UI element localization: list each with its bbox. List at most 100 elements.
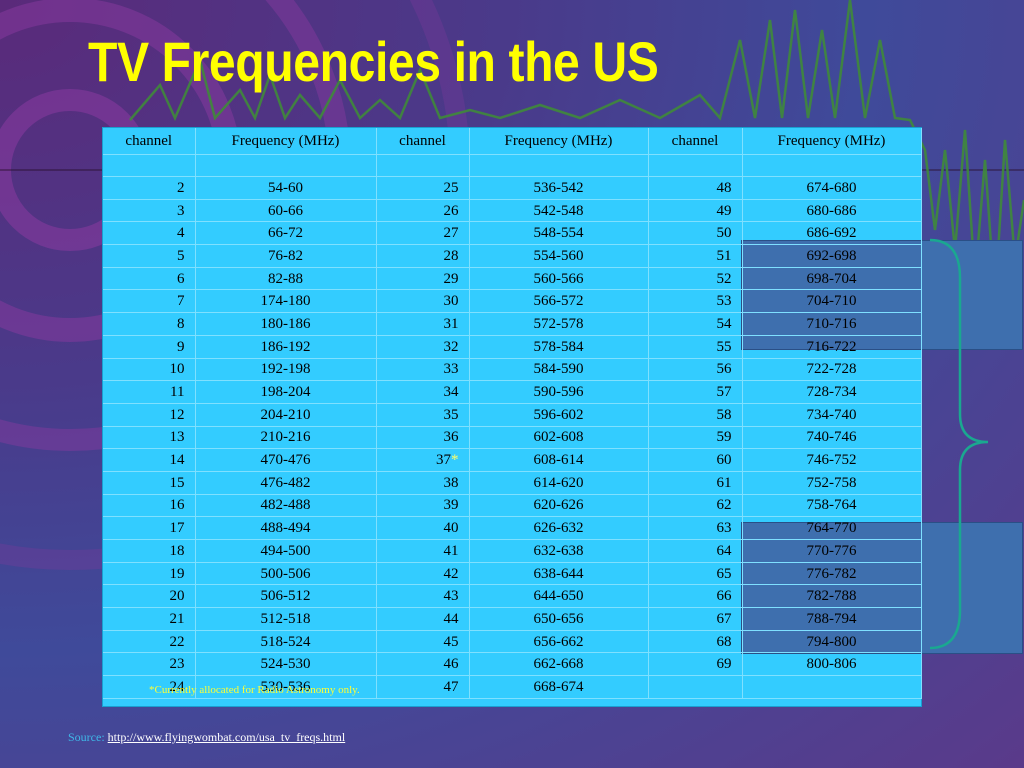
table-row: 5 76-82 28 554-560 51 692-698 xyxy=(103,244,922,268)
frequency-cell: 530-536 xyxy=(195,675,377,699)
frequency-cell: 60-66 xyxy=(195,199,377,223)
table-row: 11 198-204 34 590-596 57 728-734 xyxy=(103,380,922,404)
frequency-cell: 656-662 xyxy=(469,630,649,654)
frequency-cell: 716-722 xyxy=(742,335,922,359)
table-row: 20 506-512 43 644-650 66 782-788 xyxy=(103,584,922,609)
table-row: 12 204-210 35 596-602 58 734-740 xyxy=(103,403,922,427)
frequency-cell: 548-554 xyxy=(469,221,649,246)
frequency-cell: 674-680 xyxy=(742,176,922,200)
channel-cell: 39 xyxy=(376,494,470,518)
channel-cell: 57 xyxy=(648,380,743,404)
channel-cell: 15 xyxy=(103,471,196,495)
frequency-cell: 204-210 xyxy=(195,403,377,427)
channel-cell: 42 xyxy=(376,562,470,586)
frequency-cell: 590-596 xyxy=(469,380,649,404)
channel-cell: 36 xyxy=(376,426,470,450)
channel-cell: 67 xyxy=(648,607,743,631)
frequency-cell: 602-608 xyxy=(469,426,649,450)
channel-cell: 31 xyxy=(376,312,470,336)
channel-cell: 12 xyxy=(103,403,196,427)
frequency-cell: 620-626 xyxy=(469,494,649,518)
table-spacer-row xyxy=(103,154,922,177)
source-citation: Source: http://www.flyingwombat.com/usa_… xyxy=(68,730,345,745)
frequency-cell: 722-728 xyxy=(742,358,922,382)
frequency-cell: 542-548 xyxy=(469,199,649,223)
channel-cell: 24 xyxy=(103,675,196,699)
column-header: Frequency (MHz) xyxy=(195,128,377,155)
table-row: 9 186-192 32 578-584 55 716-722 xyxy=(103,335,922,359)
channel-cell: 51 xyxy=(648,244,743,268)
frequency-cell: 692-698 xyxy=(742,244,922,268)
frequency-cell: 632-638 xyxy=(469,539,649,563)
frequency-cell: 680-686 xyxy=(742,199,922,223)
table-row: 7 174-180 30 566-572 53 704-710 xyxy=(103,289,922,314)
channel-cell: 52 xyxy=(648,267,743,291)
frequency-cell: 728-734 xyxy=(742,380,922,404)
channel-cell: 20 xyxy=(103,584,196,609)
column-header: Frequency (MHz) xyxy=(469,128,649,155)
channel-cell: 63 xyxy=(648,516,743,540)
channel-cell: 30 xyxy=(376,289,470,314)
channel-cell: 21 xyxy=(103,607,196,631)
frequency-cell: 82-88 xyxy=(195,267,377,291)
frequency-cell: 758-764 xyxy=(742,494,922,518)
frequency-cell: 560-566 xyxy=(469,267,649,291)
table-row: 6 82-88 29 560-566 52 698-704 xyxy=(103,267,922,291)
frequency-cell: 186-192 xyxy=(195,335,377,359)
frequency-cell: 638-644 xyxy=(469,562,649,586)
channel-cell: 5 xyxy=(103,244,196,268)
frequency-cell: 764-770 xyxy=(742,516,922,540)
channel-cell: 58 xyxy=(648,403,743,427)
channel-cell: 38 xyxy=(376,471,470,495)
channel-cell: 7 xyxy=(103,289,196,314)
frequency-cell: 584-590 xyxy=(469,358,649,382)
channel-cell: 32 xyxy=(376,335,470,359)
table-row: 23 524-530 46 662-668 69 800-806 xyxy=(103,652,922,677)
table-row: 15 476-482 38 614-620 61 752-758 xyxy=(103,471,922,495)
frequency-cell: 76-82 xyxy=(195,244,377,268)
table-row: 13 210-216 36 602-608 59 740-746 xyxy=(103,426,922,450)
channel-cell: 33 xyxy=(376,358,470,382)
frequency-cell: 578-584 xyxy=(469,335,649,359)
frequency-cell: 54-60 xyxy=(195,176,377,200)
slide-title: TV Frequencies in the US xyxy=(88,30,659,93)
frequency-cell: 662-668 xyxy=(469,652,649,677)
table-row: 3 60-66 26 542-548 49 680-686 xyxy=(103,199,922,223)
table-row: 22 518-524 45 656-662 68 794-800 xyxy=(103,630,922,654)
channel-cell: 44 xyxy=(376,607,470,631)
table-row: 2 54-60 25 536-542 48 674-680 xyxy=(103,176,922,200)
source-link[interactable]: http://www.flyingwombat.com/usa_tv_freqs… xyxy=(107,730,346,744)
table-header-row: channel Frequency (MHz) channel Frequenc… xyxy=(103,128,922,155)
frequency-cell: 482-488 xyxy=(195,494,377,518)
channel-cell: 41 xyxy=(376,539,470,563)
column-header: channel xyxy=(648,128,743,155)
channel-cell: 47 xyxy=(376,675,470,699)
table-row: 21 512-518 44 650-656 67 788-794 xyxy=(103,607,922,631)
frequency-cell: 614-620 xyxy=(469,471,649,495)
frequency-table-panel: channel Frequency (MHz) channel Frequenc… xyxy=(102,127,1023,707)
channel-cell: 46 xyxy=(376,652,470,677)
frequency-cell: 536-542 xyxy=(469,176,649,200)
frequency-cell: 566-572 xyxy=(469,289,649,314)
channel-cell: 22 xyxy=(103,630,196,654)
frequency-cell: 470-476 xyxy=(195,448,377,472)
frequency-cell: 668-674 xyxy=(469,675,649,699)
channel-cell: 6 xyxy=(103,267,196,291)
frequency-cell: 198-204 xyxy=(195,380,377,404)
channel-cell: 2 xyxy=(103,176,196,200)
channel-cell: 50 xyxy=(648,221,743,246)
asterisk-mark: * xyxy=(451,452,459,469)
channel-cell: 27 xyxy=(376,221,470,246)
frequency-cell: 770-776 xyxy=(742,539,922,563)
channel-cell: 60 xyxy=(648,448,743,472)
channel-cell: 69 xyxy=(648,652,743,677)
channel-cell: 43 xyxy=(376,584,470,609)
channel-cell: 61 xyxy=(648,471,743,495)
frequency-cell: 698-704 xyxy=(742,267,922,291)
channel-cell: 8 xyxy=(103,312,196,336)
frequency-cell xyxy=(742,675,922,699)
channel-cell: 59 xyxy=(648,426,743,450)
channel-cell: 19 xyxy=(103,562,196,586)
channel-cell: 4 xyxy=(103,221,196,246)
channel-cell: 23 xyxy=(103,652,196,677)
